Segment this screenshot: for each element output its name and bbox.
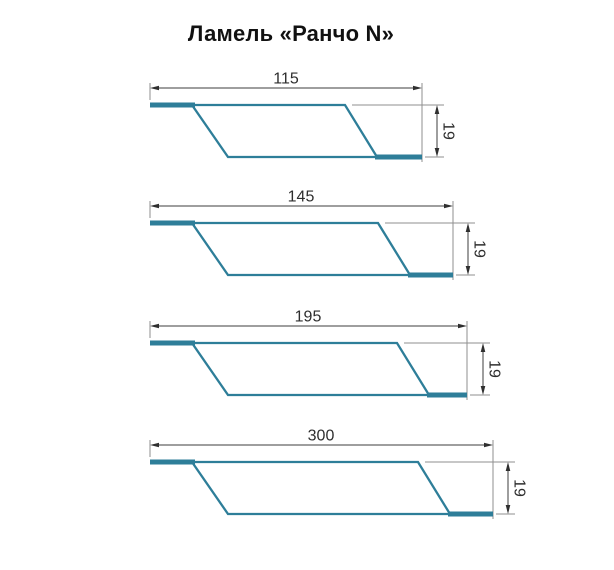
profile-outline: [189, 103, 380, 159]
profile-drawing-145: 145 19: [149, 189, 488, 280]
arrowhead-up-icon: [465, 223, 471, 232]
width-dimension-label: 115: [273, 71, 299, 88]
arrowhead-right-icon: [444, 203, 453, 209]
page-title: Ламель «Ранчо N»: [187, 21, 395, 46]
height-dimension-label: 19: [471, 240, 488, 258]
arrowhead-left-icon: [150, 85, 159, 91]
height-dimension-label: 19: [511, 479, 528, 497]
height-dimension-label: 19: [440, 122, 457, 140]
width-dimension-label: 195: [295, 309, 322, 326]
arrowhead-up-icon: [434, 105, 440, 114]
arrowhead-left-icon: [150, 323, 159, 329]
arrowhead-down-icon: [465, 266, 471, 275]
width-dimension-label: 145: [288, 189, 315, 206]
profile-drawing-300: 300 19: [149, 428, 528, 519]
arrowhead-right-icon: [484, 442, 493, 448]
profile-outline: [189, 221, 413, 277]
arrowhead-down-icon: [505, 505, 511, 514]
arrowhead-up-icon: [505, 462, 511, 471]
arrowhead-left-icon: [150, 203, 159, 209]
arrowhead-right-icon: [458, 323, 467, 329]
profile-drawing-195: 195 19: [149, 309, 503, 400]
profile-drawing-115: 115 19: [149, 71, 457, 162]
arrowhead-down-icon: [434, 148, 440, 157]
profile-outline: [189, 341, 432, 397]
arrowhead-down-icon: [480, 386, 486, 395]
profile-outline: [189, 460, 453, 516]
arrowhead-right-icon: [413, 85, 422, 91]
width-dimension-label: 300: [308, 428, 335, 445]
arrowhead-left-icon: [150, 442, 159, 448]
height-dimension-label: 19: [486, 360, 503, 378]
arrowhead-up-icon: [480, 343, 486, 352]
